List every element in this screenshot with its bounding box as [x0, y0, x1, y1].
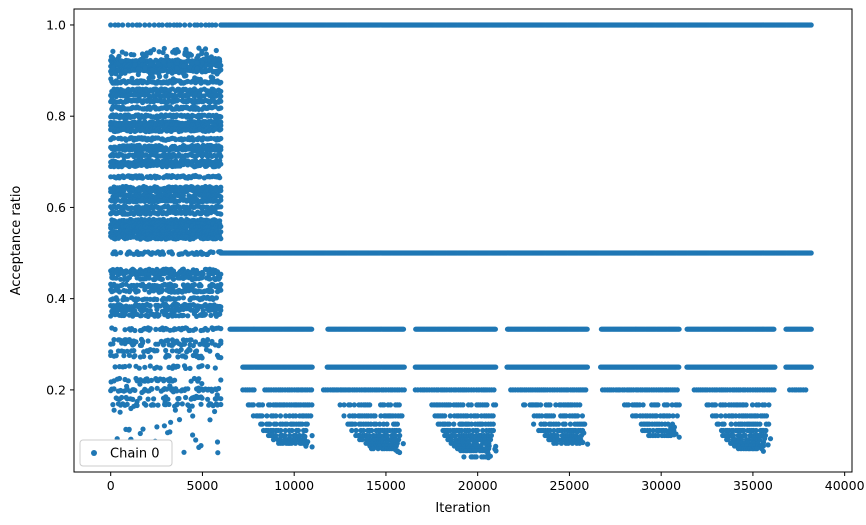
data-point	[771, 387, 777, 393]
data-point	[218, 161, 224, 167]
data-point	[125, 22, 131, 28]
data-point	[194, 22, 200, 28]
data-point	[190, 236, 196, 242]
data-point	[167, 22, 173, 28]
data-point	[218, 211, 224, 217]
data-point	[142, 22, 148, 28]
data-point	[187, 22, 193, 28]
data-point	[808, 22, 814, 28]
data-point	[309, 364, 315, 370]
data-point	[674, 387, 680, 393]
data-point	[140, 175, 146, 181]
data-point	[169, 251, 175, 257]
data-point	[218, 79, 224, 85]
data-point	[218, 229, 224, 235]
data-point	[116, 234, 123, 240]
data-point	[401, 364, 407, 370]
data-point	[146, 22, 152, 28]
data-point	[218, 204, 224, 210]
data-point	[175, 97, 181, 103]
data-point	[583, 387, 589, 393]
data-point	[584, 326, 590, 332]
data-point	[217, 175, 223, 181]
data-point	[309, 326, 315, 332]
data-point	[218, 188, 224, 194]
data-point	[218, 197, 224, 203]
data-point	[808, 250, 814, 256]
data-point	[218, 249, 224, 255]
data-point	[218, 126, 224, 132]
plot-area	[108, 22, 814, 461]
data-point	[198, 22, 204, 28]
data-point	[492, 326, 498, 332]
data-point	[151, 22, 157, 28]
data-point	[491, 387, 497, 393]
data-point	[772, 364, 778, 370]
data-point	[182, 22, 188, 28]
data-point	[218, 105, 224, 111]
data-point	[493, 364, 499, 370]
data-point	[177, 22, 183, 28]
data-point	[118, 250, 124, 256]
data-point	[808, 326, 814, 332]
data-point	[803, 387, 809, 393]
data-point	[113, 251, 119, 257]
data-point	[251, 387, 257, 393]
data-point	[771, 326, 777, 332]
data-point	[584, 364, 591, 370]
data-point	[309, 387, 315, 393]
data-point	[137, 22, 143, 28]
data-point	[160, 251, 167, 257]
data-point	[808, 364, 814, 370]
data-point	[218, 147, 224, 153]
data-point	[218, 98, 224, 104]
data-point	[108, 22, 114, 28]
data-point	[676, 326, 682, 332]
data-point	[218, 236, 224, 242]
data-point	[115, 22, 121, 28]
data-point	[120, 22, 126, 28]
data-point	[218, 223, 224, 230]
data-point	[218, 135, 224, 142]
data-point	[218, 114, 224, 120]
data-point	[676, 364, 682, 370]
data-point	[213, 22, 219, 28]
data-point	[159, 22, 165, 28]
data-point	[197, 174, 203, 180]
data-point	[401, 387, 407, 393]
data-point	[400, 326, 407, 332]
data-point	[210, 249, 216, 255]
data-point	[129, 22, 136, 28]
